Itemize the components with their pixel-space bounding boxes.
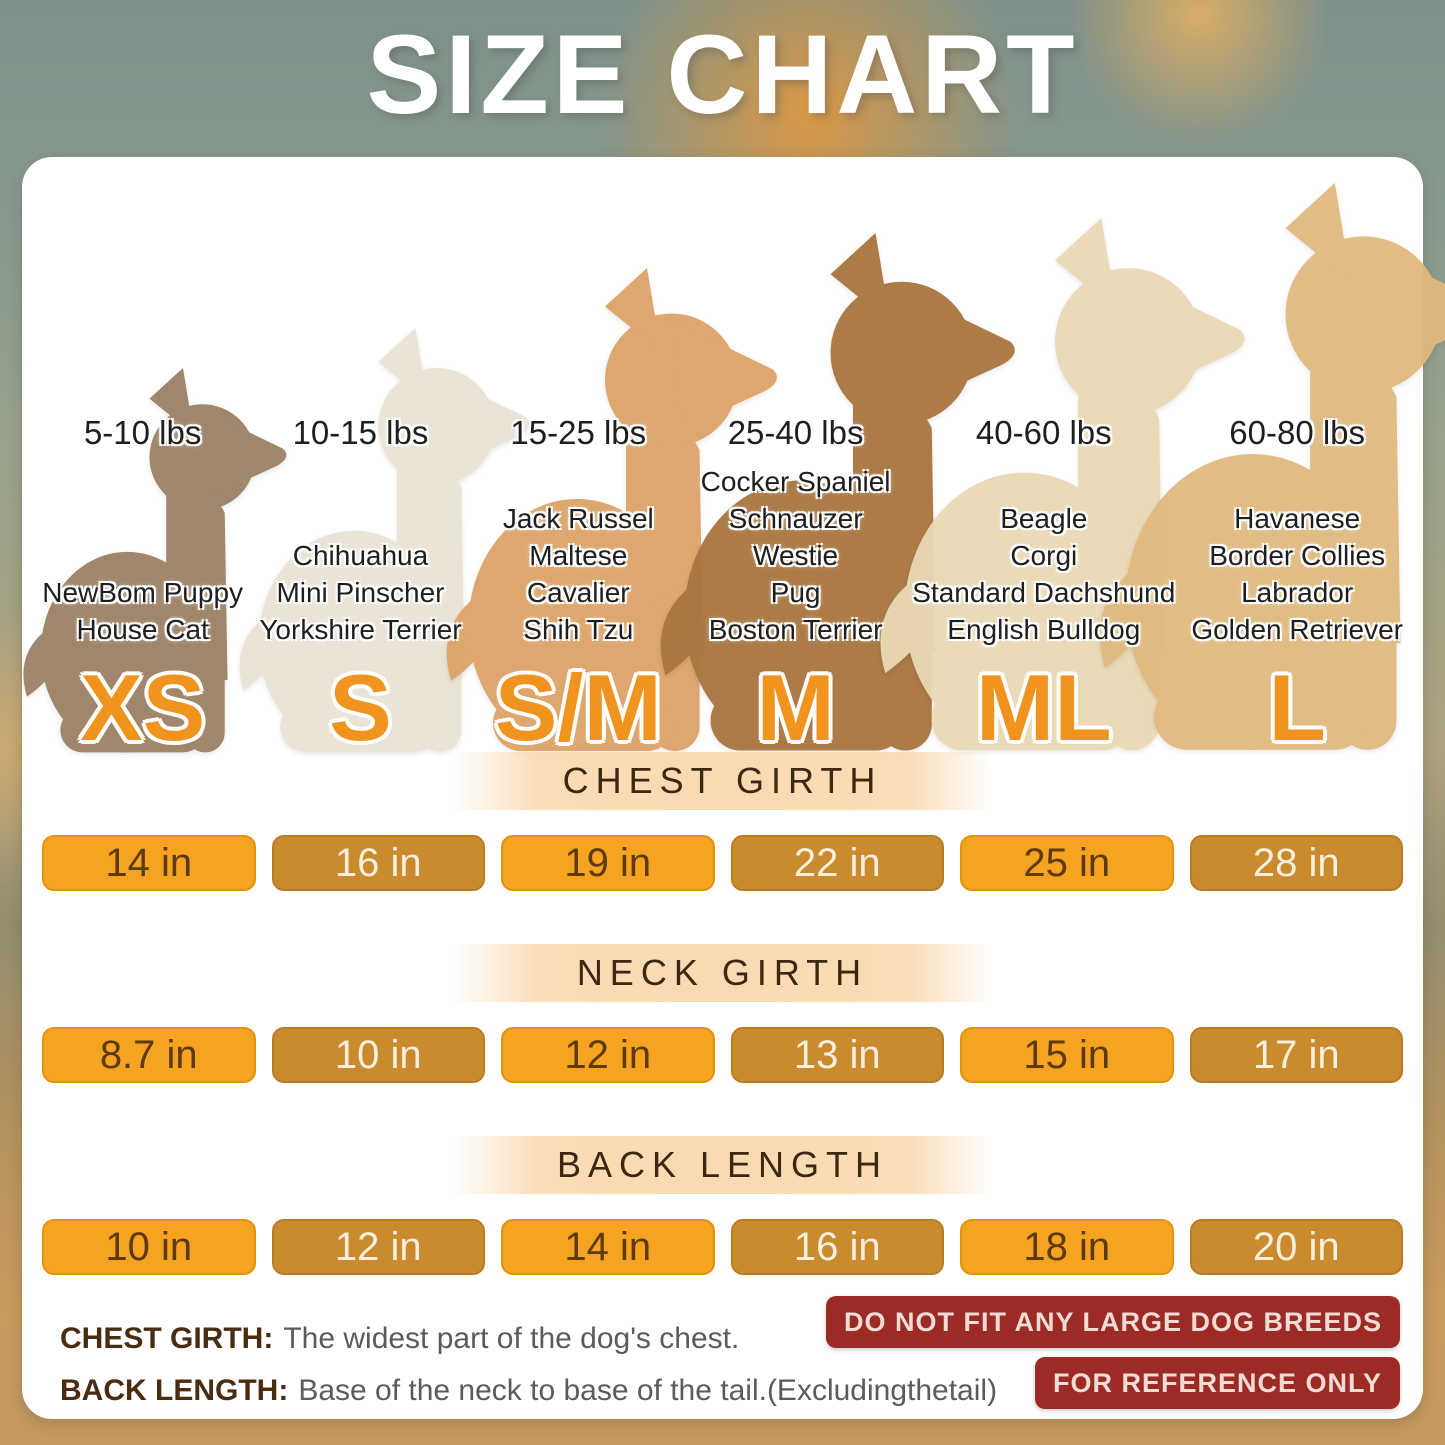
section-header-back-length: BACK LENGTH [452, 1136, 993, 1194]
breed-item: Maltese [529, 540, 628, 571]
breed-list: Beagle Corgi Standard Dachshund English … [912, 462, 1175, 658]
back-length-value-s: 12 in [271, 1219, 485, 1275]
size-column-sm: 15-25 lbs Jack Russel Maltese Cavalier S… [478, 414, 679, 758]
size-columns: 5-10 lbs NewBom Puppy House Cat XS 10-15… [42, 414, 1403, 758]
chest-girth-value-m: 22 in [730, 835, 944, 891]
breed-list: Chihuahua Mini Pinscher Yorkshire Terrie… [259, 462, 461, 658]
back-length-value-l: 20 in [1189, 1219, 1403, 1275]
size-label-sm: S/M [494, 655, 662, 760]
chest-girth-value-l: 28 in [1189, 835, 1403, 891]
breed-item: Yorkshire Terrier [259, 614, 462, 645]
size-column-s: 10-15 lbs Chihuahua Mini Pinscher Yorksh… [259, 414, 461, 758]
breed-item: Mini Pinscher [276, 577, 445, 608]
breed-item: NewBom Puppy [42, 577, 244, 608]
breed-item: Golden Retriever [1191, 614, 1403, 645]
breed-item: House Cat [76, 614, 209, 645]
breed-item: Westie [753, 540, 839, 571]
size-label-m: M [756, 655, 835, 760]
breed-item: Schnauzer [728, 503, 863, 534]
back-length-value-sm: 14 in [501, 1219, 715, 1275]
chest-girth-value-ml: 25 in [960, 835, 1174, 891]
back-length-value-m: 16 in [730, 1219, 944, 1275]
chest-girth-note-text: The widest part of the dog's chest. [283, 1322, 740, 1355]
page-title: SIZE CHART [366, 12, 1079, 137]
breed-list: Jack Russel Maltese Cavalier Shih Tzu [503, 462, 654, 658]
breed-item: Cavalier [526, 577, 630, 608]
chest-girth-value-xs: 14 in [42, 835, 256, 891]
breed-item: Jack Russel [502, 503, 654, 534]
neck-girth-row: 8.7 in 10 in 12 in 13 in 15 in 17 in [42, 1027, 1403, 1083]
weight-range-label: 40-60 lbs [975, 414, 1112, 451]
weight-range-label: 5-10 lbs [83, 414, 202, 451]
neck-girth-value-m: 13 in [730, 1027, 944, 1083]
size-column-xs: 5-10 lbs NewBom Puppy House Cat XS [42, 414, 243, 758]
back-length-value-xs: 10 in [42, 1219, 256, 1275]
breed-list: Cocker Spaniel Schnauzer Westie Pug Bost… [701, 462, 891, 658]
breed-item: Border Collies [1209, 540, 1386, 571]
breed-list: Havanese Border Collies Labrador Golden … [1191, 462, 1403, 658]
back-length-value-ml: 18 in [960, 1219, 1174, 1275]
weight-range-label: 60-80 lbs [1229, 414, 1366, 451]
chest-girth-note-label: CHEST GIRTH: [60, 1322, 274, 1355]
chest-girth-value-s: 16 in [271, 835, 485, 891]
breed-item: English Bulldog [947, 614, 1141, 645]
breed-item: Cocker Spaniel [700, 466, 891, 497]
weight-range-label: 25-40 lbs [727, 414, 864, 451]
breed-item: Shih Tzu [523, 614, 634, 645]
chest-girth-note: CHEST GIRTH: The widest part of the dog's… [60, 1322, 739, 1356]
chest-girth-value-sm: 19 in [501, 835, 715, 891]
neck-girth-value-l: 17 in [1189, 1027, 1403, 1083]
breed-item: Pug [770, 577, 821, 608]
size-label-ml: ML [975, 655, 1112, 760]
back-length-note: BACK LENGTH: Base of the neck to base of … [60, 1374, 997, 1408]
size-label-xs: XS [79, 655, 206, 760]
back-length-note-label: BACK LENGTH: [60, 1374, 289, 1407]
back-length-note-text: Base of the neck to base of the tail.(Ex… [298, 1374, 998, 1407]
weight-range-label: 10-15 lbs [292, 414, 429, 451]
neck-girth-value-s: 10 in [271, 1027, 485, 1083]
neck-girth-value-sm: 12 in [501, 1027, 715, 1083]
breed-item: Havanese [1234, 503, 1361, 534]
warning-badge-reference-only: FOR REFERENCE ONLY [1034, 1357, 1400, 1409]
neck-girth-value-ml: 15 in [960, 1027, 1174, 1083]
size-column-l: 60-80 lbs Havanese Border Collies Labrad… [1191, 414, 1403, 758]
section-header-neck-girth: NECK GIRTH [452, 944, 993, 1002]
chest-girth-row: 14 in 16 in 19 in 22 in 25 in 28 in [42, 835, 1403, 891]
size-column-ml: 40-60 lbs Beagle Corgi Standard Dachshun… [912, 414, 1175, 758]
breed-item: Labrador [1241, 577, 1354, 608]
breed-item: Chihuahua [292, 540, 429, 571]
breed-item: Beagle [1000, 503, 1088, 534]
back-length-row: 10 in 12 in 14 in 16 in 18 in 20 in [42, 1219, 1403, 1275]
breed-item: Boston Terrier [708, 614, 883, 645]
size-label-s: S [329, 655, 392, 760]
breed-list: NewBom Puppy House Cat [42, 462, 243, 658]
size-column-m: 25-40 lbs Cocker Spaniel Schnauzer Westi… [695, 414, 896, 758]
section-header-chest-girth: CHEST GIRTH [452, 752, 993, 810]
size-label-l: L [1268, 655, 1326, 760]
neck-girth-value-xs: 8.7 in [42, 1027, 256, 1083]
breed-item: Corgi [1010, 540, 1078, 571]
weight-range-label: 15-25 lbs [510, 414, 647, 451]
breed-item: Standard Dachshund [912, 577, 1176, 608]
warning-badge-large-breeds: DO NOT FIT ANY LARGE DOG BREEDS [825, 1296, 1400, 1348]
